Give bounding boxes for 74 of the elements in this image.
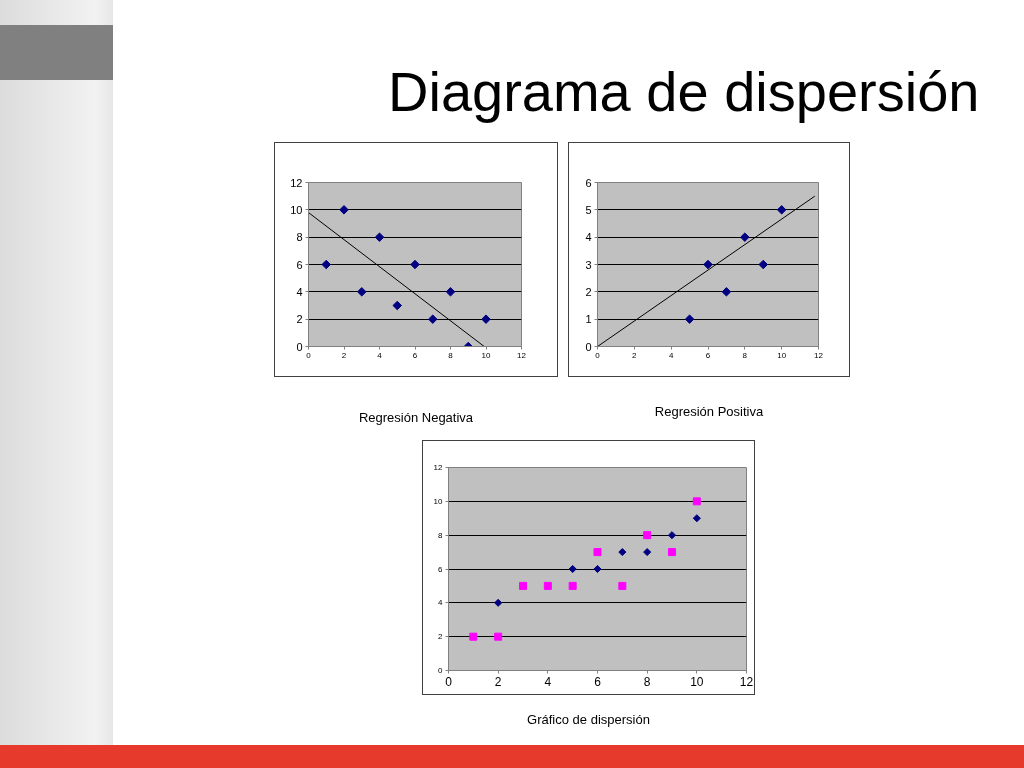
point: [374, 232, 385, 242]
point: [481, 314, 491, 324]
point: [410, 259, 420, 270]
x-tick-label: 10: [777, 350, 787, 360]
point: [668, 548, 676, 557]
x-tick-label: 8: [742, 350, 748, 360]
point: [618, 581, 627, 590]
x-tick-label: 2: [341, 350, 347, 360]
point: [543, 581, 552, 590]
point: [568, 581, 577, 590]
x-tick-label: 10: [481, 350, 491, 360]
point: [593, 548, 602, 557]
y-tick-label: 12: [433, 463, 444, 472]
y-tick-label: 4: [585, 231, 592, 244]
x-tick-label: 12: [814, 350, 824, 360]
y-tick-label: 2: [585, 285, 592, 298]
x-tick-label: 12: [739, 674, 754, 689]
point: [494, 598, 503, 607]
x-tick-label: 6: [705, 350, 711, 360]
text: Regresión Negativa: [357, 409, 475, 427]
y-tick-label: 6: [296, 258, 303, 271]
x-tick-label: 4: [544, 674, 552, 689]
x-tick-label: 8: [448, 350, 454, 360]
point: [519, 581, 527, 590]
y-tick-label: 8: [296, 231, 303, 244]
point: [494, 632, 503, 641]
point: [758, 259, 768, 270]
point: [357, 287, 367, 297]
y-tick-label: 0: [438, 666, 444, 675]
y-tick-label: 2: [438, 632, 444, 642]
y-tick-label: 10: [433, 496, 444, 506]
point: [392, 300, 402, 311]
x-tick-label: 2: [494, 674, 502, 689]
x-tick-label: 6: [412, 350, 418, 360]
point: [776, 205, 787, 215]
x-tick-label: 8: [643, 674, 651, 689]
text: Regresión Positiva: [653, 403, 765, 421]
x-tick-label: 4: [377, 350, 383, 360]
point: [740, 232, 750, 242]
point: [339, 205, 349, 215]
x-tick-label: 12: [517, 350, 527, 360]
point: [684, 314, 695, 324]
point: [721, 287, 732, 297]
point: [321, 259, 331, 270]
point: [703, 259, 713, 270]
y-tick-label: 2: [296, 313, 303, 326]
y-tick-label: 4: [296, 285, 303, 298]
x-tick-label: 2: [632, 350, 638, 360]
point: [643, 531, 652, 540]
y-tick-label: 6: [438, 564, 444, 574]
point: [667, 531, 677, 540]
x-tick-label: 0: [595, 350, 601, 360]
y-tick-label: 5: [585, 203, 592, 216]
y-tick-label: 1: [585, 313, 592, 326]
point: [428, 314, 438, 324]
y-tick-label: 8: [438, 530, 444, 540]
x-tick-label: 4: [668, 350, 674, 360]
point: [445, 287, 456, 297]
point: [643, 548, 652, 557]
x-tick-label: 0: [306, 350, 312, 360]
y-tick-label: 12: [290, 176, 303, 189]
y-tick-label: 6: [585, 176, 592, 189]
point: [593, 564, 602, 574]
point: [568, 564, 577, 574]
y-tick-label: 4: [438, 598, 444, 608]
point: [618, 548, 627, 557]
point: [692, 497, 701, 506]
x-tick-label: 10: [690, 674, 704, 689]
text: Diagrama de dispersión: [388, 59, 980, 125]
point: [692, 514, 701, 523]
point: [469, 632, 478, 641]
y-tick-label: 3: [585, 258, 592, 271]
y-tick-label: 10: [290, 203, 303, 216]
text: Gráfico de dispersión: [526, 711, 651, 729]
